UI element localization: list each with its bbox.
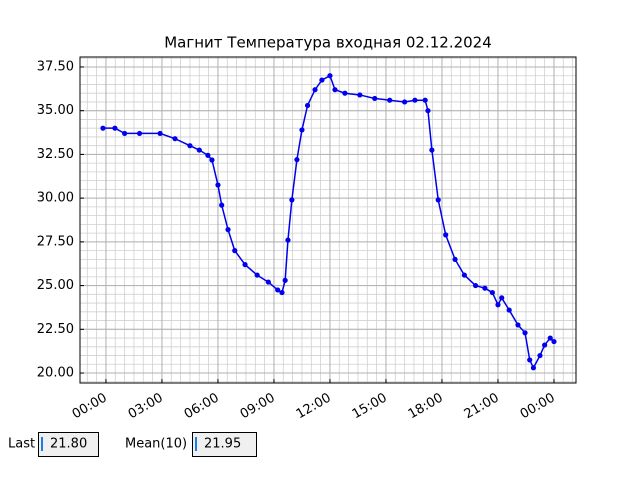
data-point (452, 256, 458, 262)
data-point (312, 87, 318, 93)
data-point (443, 232, 449, 238)
last-label: Last (8, 437, 35, 452)
data-point (282, 277, 288, 283)
data-point (482, 285, 488, 291)
data-point (265, 279, 271, 285)
x-tick-label: 03:00 (126, 391, 166, 423)
mean-label: Mean(10) (125, 437, 187, 452)
data-point (387, 97, 393, 103)
data-point (527, 357, 533, 363)
y-tick-label: 22.50 (37, 322, 74, 337)
data-point (172, 136, 178, 142)
last-value: 21.80 (50, 437, 87, 452)
x-tick-label: 15:00 (350, 391, 390, 423)
data-point (187, 143, 193, 149)
data-point (285, 237, 291, 243)
data-point (372, 95, 378, 102)
data-point (205, 152, 211, 158)
data-point (435, 197, 441, 203)
data-point (122, 130, 128, 137)
data-point (542, 342, 548, 348)
data-point (530, 365, 537, 371)
data-point (219, 202, 225, 208)
plot-area (80, 57, 576, 383)
chart-title: Магнит Температура входная 02.12.2024 (164, 34, 492, 52)
data-point (275, 287, 281, 293)
data-point (225, 227, 231, 233)
data-point (279, 289, 285, 296)
data-point (537, 352, 543, 359)
y-tick-label: 25.00 (37, 278, 74, 293)
data-point (461, 272, 467, 278)
mean-value: 21.95 (204, 437, 241, 452)
data-point (429, 147, 435, 153)
cursor (41, 437, 43, 451)
data-point (402, 99, 408, 105)
data-point (551, 338, 557, 345)
data-point (100, 125, 106, 131)
data-point (515, 322, 521, 328)
data-point (547, 335, 553, 341)
last-box (38, 432, 99, 457)
mean-box (192, 432, 257, 457)
y-tick-label: 27.50 (37, 234, 74, 249)
plot-frame (79, 56, 577, 384)
y-tick-label: 37.50 (37, 59, 74, 74)
data-point (472, 282, 479, 289)
data-point (136, 130, 143, 137)
data-point (215, 182, 221, 188)
x-tick-label: 09:00 (238, 391, 278, 423)
data-point (294, 157, 300, 163)
data-point (332, 87, 338, 93)
data-point (299, 127, 305, 133)
x-tick-label: 18:00 (406, 391, 446, 423)
data-point (412, 97, 418, 103)
y-tick-label: 35.00 (37, 103, 74, 118)
data-point (489, 289, 495, 296)
data-point (242, 261, 248, 268)
x-tick-label: 00:00 (70, 391, 110, 423)
y-tick-label: 32.50 (37, 147, 74, 162)
data-point (522, 330, 528, 336)
data-point (254, 272, 260, 278)
data-point (357, 92, 363, 98)
data-point (422, 97, 428, 103)
data-point (327, 73, 333, 79)
cursor (195, 437, 197, 451)
data-point (319, 77, 325, 83)
data-point (196, 147, 202, 153)
data-point (112, 125, 118, 131)
data-point (499, 295, 505, 301)
y-tick-label: 30.00 (37, 191, 74, 206)
data-point (209, 157, 215, 163)
x-tick-label: 21:00 (462, 391, 502, 423)
data-point (232, 248, 238, 254)
x-tick-label: 06:00 (182, 391, 222, 423)
data-point (157, 130, 163, 137)
x-tick-label: 12:00 (294, 391, 334, 423)
x-tick-label: 00:00 (518, 391, 558, 423)
data-point (425, 108, 431, 114)
data-point (506, 307, 512, 313)
y-tick-label: 20.00 (37, 366, 74, 381)
data-point (342, 90, 348, 96)
data-point (289, 197, 295, 203)
data-point (495, 302, 501, 308)
data-point (304, 102, 311, 109)
